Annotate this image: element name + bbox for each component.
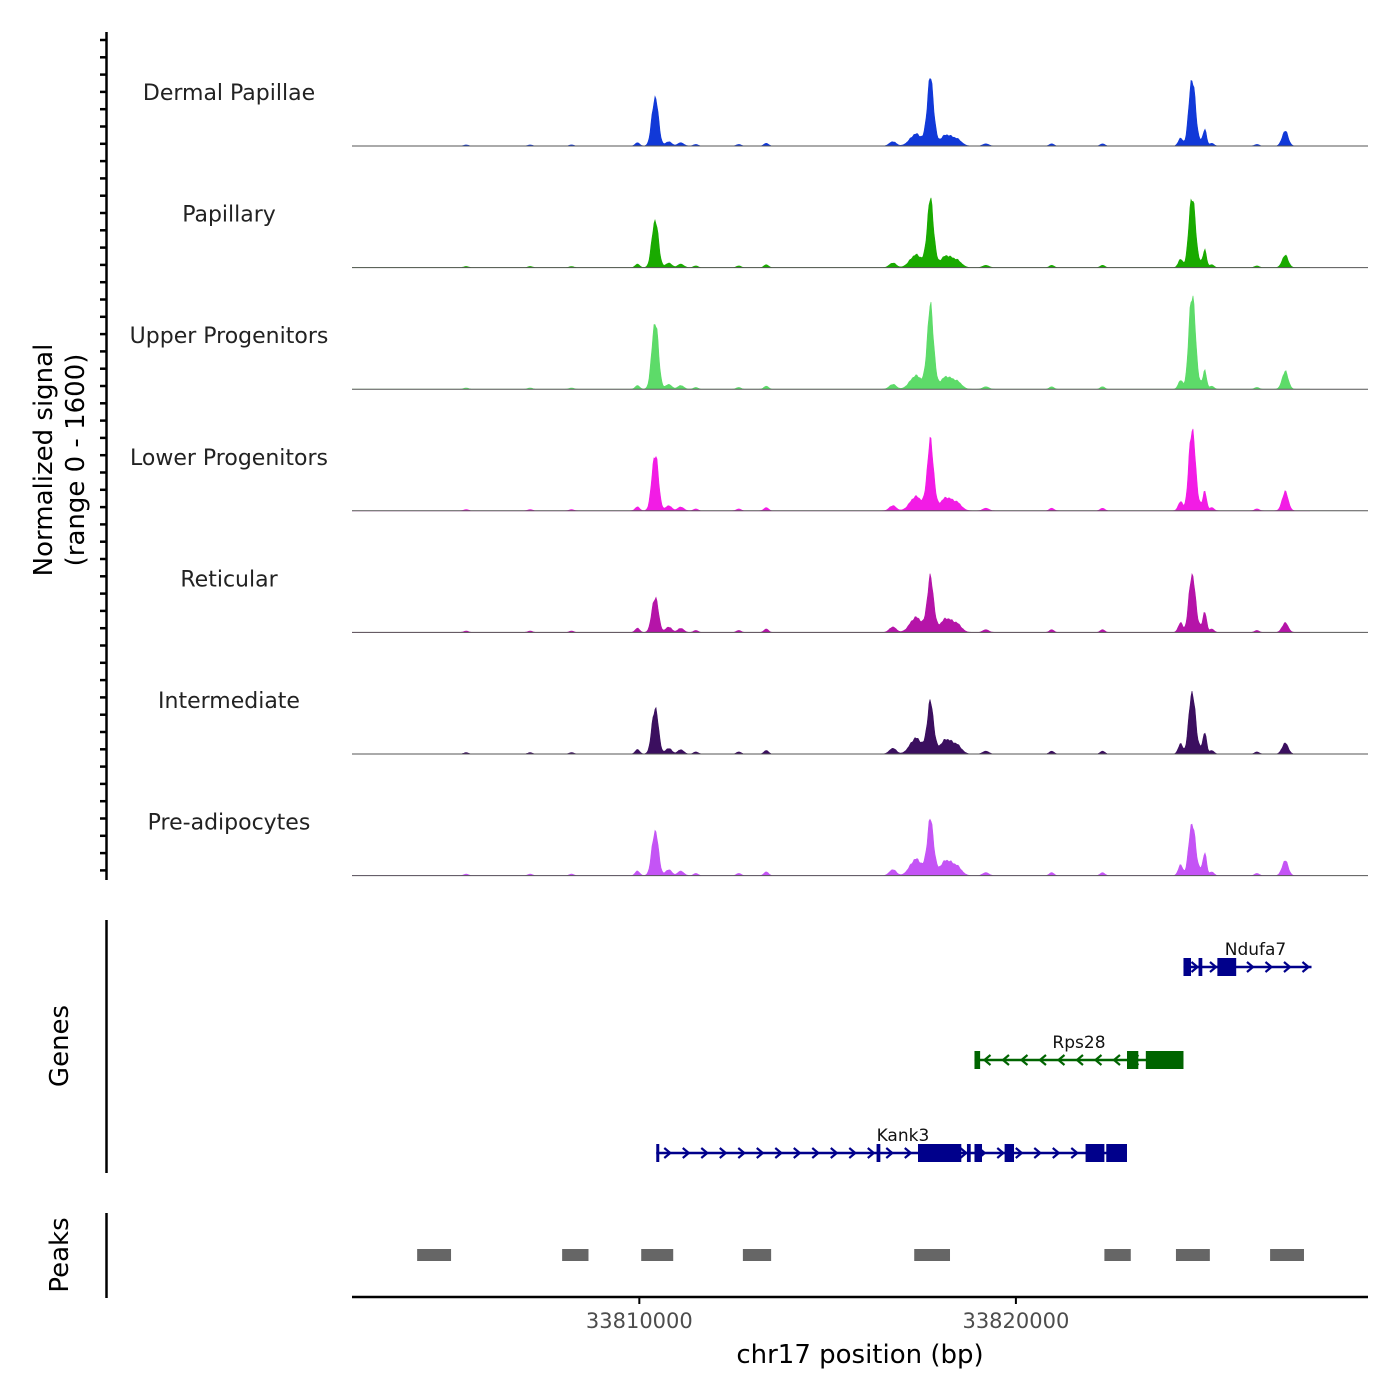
genes-panel-title: Genes: [45, 1005, 75, 1087]
strand-arrow: [1033, 1147, 1042, 1159]
coverage-area: [352, 691, 1310, 755]
track-label: Dermal Papillae: [143, 81, 315, 106]
gene-name-label: Ndufa7: [1225, 940, 1287, 960]
coverage-track: Lower Progenitors: [130, 428, 1368, 512]
strand-arrow: [774, 1147, 783, 1159]
strand-arrow: [1190, 961, 1200, 973]
x-axis-title: chr17 position (bp): [736, 1340, 983, 1370]
strand-arrow: [682, 1147, 691, 1159]
strand-arrow: [1001, 1054, 1010, 1066]
gene-exon: [1106, 1144, 1127, 1162]
strand-arrow: [1019, 1054, 1029, 1066]
peak-region-track: [417, 1249, 1304, 1261]
peak-region: [1270, 1249, 1304, 1261]
gene-exon: [656, 1144, 660, 1162]
y-axis-subtitle: (range 0 - 1600): [61, 354, 91, 567]
gene-name-label: Rps28: [1052, 1033, 1105, 1053]
x-tick-label: 33820000: [962, 1309, 1069, 1333]
gene-annotation-track: Ndufa7 Rps28 Kank3: [656, 940, 1312, 1162]
strand-arrow: [1056, 1054, 1066, 1066]
strand-arrow: [996, 1147, 1005, 1159]
gene-name-label: Kank3: [877, 1126, 930, 1146]
strand-arrow: [700, 1147, 709, 1159]
strand-arrow: [959, 1147, 968, 1159]
signal-y-axis: [100, 32, 108, 880]
coverage-track: Pre-adipocytes: [148, 811, 1368, 877]
coverage-track: Dermal Papillae: [143, 78, 1368, 147]
coverage-track: Reticular: [180, 567, 1368, 633]
track-label: Intermediate: [158, 689, 300, 714]
strand-arrow: [830, 1147, 839, 1159]
strand-arrow: [811, 1147, 820, 1159]
peak-region: [1104, 1249, 1131, 1261]
gene-exon: [1217, 958, 1237, 976]
gene-exon: [1198, 958, 1203, 976]
gene-model: Ndufa7: [1183, 940, 1312, 976]
gene-exon: [1126, 1051, 1139, 1069]
strand-arrow: [663, 1147, 672, 1159]
strand-arrow: [1264, 961, 1274, 973]
peak-region: [742, 1249, 772, 1261]
gene-exon: [917, 1144, 962, 1162]
gene-exon: [1183, 958, 1192, 976]
strand-arrow: [848, 1147, 857, 1159]
x-axis-ticks: 33810000 33820000: [586, 1297, 1069, 1333]
strand-arrow: [867, 1147, 876, 1159]
strand-arrow: [904, 1147, 913, 1159]
strand-arrow: [719, 1147, 728, 1159]
peak-region: [417, 1249, 452, 1261]
strand-arrow: [793, 1147, 802, 1159]
peak-region: [641, 1249, 674, 1261]
strand-arrow: [756, 1147, 765, 1159]
strand-arrow: [737, 1147, 746, 1159]
strand-arrow: [1015, 1147, 1024, 1159]
peak-region: [562, 1249, 589, 1261]
coverage-area: [352, 78, 1310, 147]
track-label: Papillary: [182, 203, 276, 228]
strand-arrow: [1052, 1147, 1061, 1159]
gene-exon: [1145, 1051, 1184, 1069]
peak-region: [1175, 1249, 1210, 1261]
gene-exon: [974, 1051, 981, 1069]
gene-exon: [876, 1144, 881, 1162]
coverage-area: [352, 197, 1310, 268]
gene-model: Rps28: [974, 1033, 1184, 1069]
strand-arrow: [1112, 1054, 1121, 1066]
gene-exon: [974, 1144, 983, 1162]
gene-model: Kank3: [656, 1126, 1127, 1162]
strand-arrow: [885, 1147, 894, 1159]
strand-arrow: [1209, 961, 1218, 973]
coverage-track: Papillary: [182, 197, 1368, 269]
track-label: Upper Progenitors: [130, 324, 329, 349]
peaks-panel-title: Peaks: [45, 1217, 75, 1292]
coverage-track: Intermediate: [158, 689, 1368, 755]
strand-arrow: [982, 1054, 992, 1066]
coverage-area: [352, 818, 1310, 876]
strand-arrow: [1246, 961, 1255, 973]
strand-arrow: [1301, 961, 1311, 973]
gene-exon: [1004, 1144, 1015, 1162]
strand-arrow: [1070, 1147, 1079, 1159]
track-label: Reticular: [180, 567, 278, 592]
y-axis-title: Normalized signal: [29, 344, 59, 577]
strand-arrow: [1038, 1054, 1047, 1066]
coverage-area: [352, 572, 1310, 633]
coverage-area: [352, 295, 1310, 390]
strand-arrow: [1075, 1054, 1084, 1066]
strand-arrow: [1283, 961, 1292, 973]
gene-exon: [1085, 1144, 1105, 1162]
x-tick-label: 33810000: [586, 1309, 693, 1333]
peak-region: [914, 1249, 951, 1261]
strand-arrow: [1093, 1054, 1103, 1066]
track-label: Pre-adipocytes: [148, 811, 311, 836]
track-label: Lower Progenitors: [130, 446, 328, 471]
coverage-area: [352, 428, 1310, 512]
coverage-tracks: Dermal Papillae Papillary Upper Progenitor…: [130, 78, 1368, 877]
gene-exon: [966, 1144, 971, 1162]
coverage-track: Upper Progenitors: [130, 295, 1368, 390]
